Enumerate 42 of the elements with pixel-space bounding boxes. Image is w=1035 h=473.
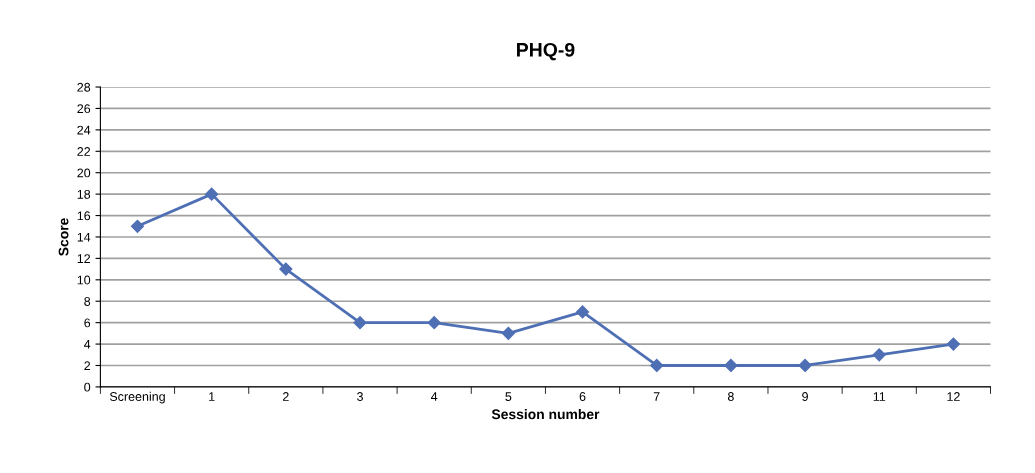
point xyxy=(872,348,886,362)
point xyxy=(575,305,590,319)
y-tick-label: 20 xyxy=(77,168,91,178)
x-tick-label: 11 xyxy=(873,392,886,401)
x-tick-label: Screening xyxy=(109,391,165,404)
x-tick-label: 5 xyxy=(505,392,512,401)
y-tick-label: 2 xyxy=(84,361,91,371)
x-tick-label: 7 xyxy=(653,392,660,401)
x-tick-label: 8 xyxy=(727,392,734,401)
y-tick-label: 28 xyxy=(77,82,91,92)
y-tick-label: 26 xyxy=(77,104,91,114)
y-tick-label: 6 xyxy=(84,318,91,328)
point xyxy=(279,262,293,276)
x-tick-label: 9 xyxy=(802,392,808,401)
x-tick-label: 4 xyxy=(430,392,438,401)
x-axis-title: Session number xyxy=(491,408,600,420)
point xyxy=(798,358,812,373)
y-tick-label: 18 xyxy=(77,189,91,199)
point xyxy=(353,316,367,330)
y-tick-label: 10 xyxy=(77,275,91,285)
x-tick-label: 6 xyxy=(579,392,586,401)
x-tick-label: 1 xyxy=(209,392,215,401)
y-tick-label: 22 xyxy=(77,147,91,156)
y-tick-label: 4 xyxy=(84,340,91,349)
point xyxy=(724,358,738,373)
y-tick-label: 16 xyxy=(77,211,91,221)
y-axis-title: Score xyxy=(58,218,69,256)
y-tick-label: 0 xyxy=(84,382,91,392)
point xyxy=(130,219,145,233)
y-tick-label: 12 xyxy=(77,254,91,263)
y-tick-label: 14 xyxy=(77,232,91,242)
point xyxy=(650,358,664,373)
x-tick-label: 3 xyxy=(357,392,363,401)
y-tick-label: 24 xyxy=(77,125,91,135)
point xyxy=(427,316,441,330)
point xyxy=(501,326,515,340)
x-tick-label: 12 xyxy=(947,392,960,401)
point xyxy=(205,187,219,201)
y-tick-label: 8 xyxy=(84,297,91,306)
chart-title: PHQ-9 xyxy=(517,42,575,61)
x-tick-label: 2 xyxy=(282,392,289,401)
point xyxy=(946,337,960,351)
